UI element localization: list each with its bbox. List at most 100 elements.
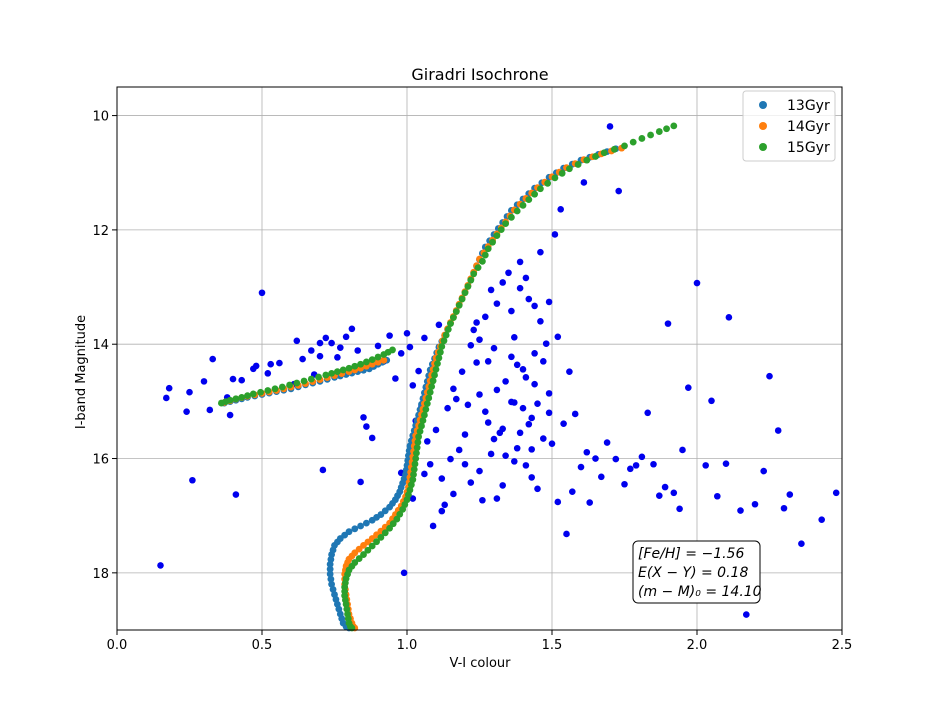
x-tick-label: 2.5 xyxy=(832,638,853,653)
observed-point xyxy=(229,375,237,383)
observed-point xyxy=(299,355,306,363)
observed-point xyxy=(516,258,524,266)
observed-point xyxy=(476,336,483,343)
observed-point xyxy=(499,482,507,489)
observed-point xyxy=(676,505,683,513)
observed-point xyxy=(438,507,446,515)
observed-point xyxy=(511,334,518,341)
observed-point xyxy=(571,410,579,418)
observed-point xyxy=(476,391,483,398)
legend-label-14gyr: 14Gyr xyxy=(787,119,830,135)
isochrone-point xyxy=(455,301,463,309)
observed-point xyxy=(464,401,472,409)
observed-point xyxy=(487,286,495,294)
observed-point xyxy=(528,446,535,453)
isochrone-point xyxy=(307,375,315,383)
isochrone-point xyxy=(363,358,370,366)
isochrone-point xyxy=(389,520,397,528)
isochrone-point xyxy=(331,591,338,598)
observed-point xyxy=(493,300,501,307)
chart-title: Giradri Isochrone xyxy=(411,65,548,84)
isochrone-point xyxy=(544,179,552,187)
observed-point xyxy=(453,395,460,403)
observed-point xyxy=(708,397,715,405)
observed-point xyxy=(467,479,475,486)
isochrone-point xyxy=(519,201,527,209)
observed-point xyxy=(226,411,234,419)
legend-marker-14gyr xyxy=(759,122,767,130)
isochrone-point xyxy=(339,366,347,374)
observed-point xyxy=(516,429,524,437)
isochrone-point xyxy=(410,471,417,478)
observed-point xyxy=(534,485,541,493)
observed-point xyxy=(627,465,634,473)
observed-point xyxy=(424,438,431,445)
observed-point xyxy=(580,179,588,186)
series-15gyr xyxy=(218,122,678,632)
isochrone-point xyxy=(461,289,469,297)
observed-point xyxy=(522,274,530,282)
isochrone-point xyxy=(315,373,322,381)
isochrone-point xyxy=(450,314,457,322)
isochrone-point xyxy=(440,337,448,345)
observed-point xyxy=(337,344,344,351)
observed-point xyxy=(426,460,434,468)
observed-point xyxy=(232,491,240,498)
observed-point xyxy=(621,480,628,488)
isochrone-point xyxy=(508,213,515,221)
observed-point xyxy=(400,569,408,577)
observed-point xyxy=(592,455,599,462)
x-tick-label: 1.5 xyxy=(542,638,563,653)
isochrone-point xyxy=(407,481,415,489)
isochrone-point xyxy=(442,331,450,339)
isochrone-point xyxy=(566,165,573,173)
observed-point xyxy=(502,452,509,459)
y-tick-label: 12 xyxy=(92,224,109,239)
observed-point xyxy=(531,380,538,388)
observed-point xyxy=(632,462,640,469)
observed-point xyxy=(482,408,489,415)
observed-point xyxy=(528,474,535,481)
annotation-box xyxy=(632,540,761,604)
isochrone-point xyxy=(412,455,420,462)
isochrone-point xyxy=(374,353,382,361)
observed-point xyxy=(157,562,164,569)
isochrone-point xyxy=(238,393,246,401)
isochrone-point xyxy=(421,411,428,419)
isochrone-point xyxy=(458,295,466,303)
isochrone-point xyxy=(436,348,444,356)
isochrone-point xyxy=(232,395,240,403)
observed-point xyxy=(798,540,805,547)
observed-point xyxy=(702,462,709,469)
observed-point xyxy=(458,368,466,375)
isochrone-point xyxy=(497,226,505,234)
isochrone-point xyxy=(293,379,301,387)
observed-point xyxy=(316,339,324,347)
isochrone-point xyxy=(374,358,382,366)
isochrone-point xyxy=(670,122,678,130)
observed-point xyxy=(502,378,509,385)
observed-point xyxy=(357,478,364,486)
annotation-metallicity: [Fe/H] = −1.56 xyxy=(638,546,744,562)
observed-point xyxy=(508,307,515,315)
annotation-distance-modulus: (m − M)₀ = 14.10 xyxy=(638,584,762,600)
observed-point xyxy=(531,350,538,357)
observed-point xyxy=(513,361,521,369)
observed-point xyxy=(447,455,454,463)
observed-point xyxy=(319,466,327,474)
legend-marker-13gyr xyxy=(759,101,767,109)
observed-point xyxy=(760,467,767,475)
isochrone-point xyxy=(326,565,334,573)
observed-point xyxy=(435,321,443,329)
observed-point xyxy=(467,342,475,349)
isochrone-point xyxy=(416,427,424,435)
isochrone-point xyxy=(351,362,359,370)
observed-point xyxy=(537,248,544,256)
isochrone-point xyxy=(264,387,272,394)
observed-point xyxy=(650,460,657,468)
isochrone-point xyxy=(328,369,335,377)
isochrone-point xyxy=(422,405,430,413)
observed-point xyxy=(780,504,788,512)
observed-point xyxy=(743,611,750,618)
isochrone-point xyxy=(513,207,521,215)
